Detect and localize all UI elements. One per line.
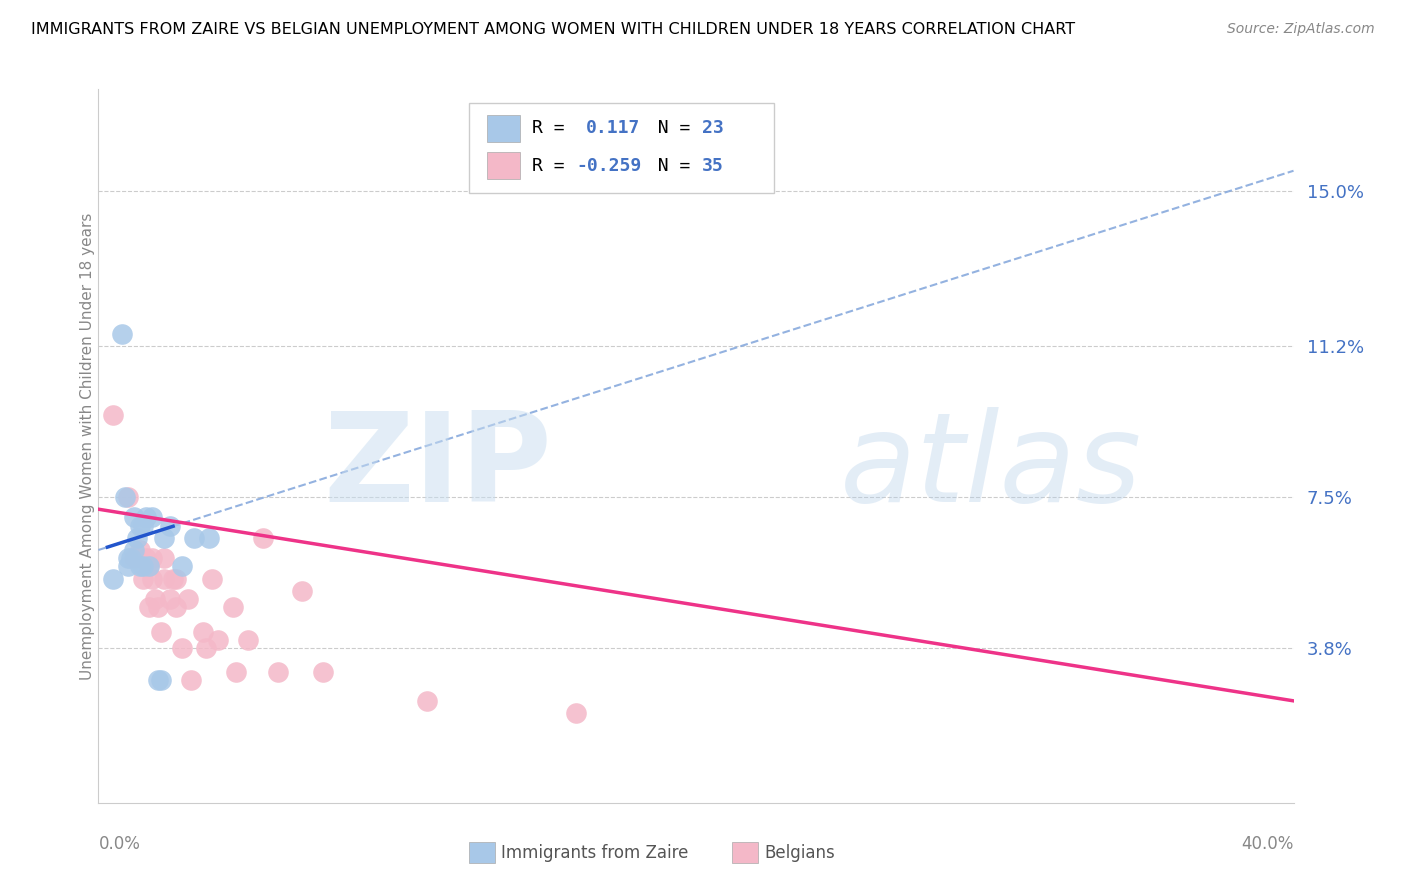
Point — [129, 559, 152, 574]
Point — [111, 326, 134, 341]
Point — [207, 632, 229, 647]
Point — [141, 551, 163, 566]
Point — [138, 559, 160, 574]
Point — [127, 531, 149, 545]
Text: 35: 35 — [702, 157, 724, 175]
Point — [120, 551, 142, 566]
Point — [311, 665, 333, 680]
Point — [132, 518, 155, 533]
Point — [222, 600, 245, 615]
Point — [124, 510, 146, 524]
Bar — [470, 842, 495, 863]
Point — [148, 600, 170, 615]
Point — [150, 673, 173, 688]
Text: 40.0%: 40.0% — [1241, 836, 1294, 854]
Point — [132, 559, 155, 574]
Text: N =: N = — [637, 157, 702, 175]
Point — [150, 624, 173, 639]
Point — [124, 551, 146, 566]
Point — [172, 640, 194, 655]
Text: N =: N = — [637, 120, 702, 137]
Point — [225, 665, 247, 680]
Point — [141, 510, 163, 524]
Point — [162, 572, 184, 586]
Point — [153, 531, 176, 545]
Point — [103, 409, 125, 423]
Point — [143, 591, 166, 606]
Point — [165, 600, 187, 615]
Point — [172, 559, 194, 574]
Point — [165, 572, 187, 586]
Point — [291, 583, 314, 598]
Text: R =: R = — [533, 157, 575, 175]
Y-axis label: Unemployment Among Women with Children Under 18 years: Unemployment Among Women with Children U… — [80, 212, 94, 680]
Point — [198, 531, 221, 545]
Point — [117, 490, 139, 504]
Point — [177, 591, 200, 606]
Text: R =: R = — [533, 120, 586, 137]
Point — [148, 673, 170, 688]
Text: Source: ZipAtlas.com: Source: ZipAtlas.com — [1227, 22, 1375, 37]
Point — [252, 531, 274, 545]
Point — [236, 632, 259, 647]
Text: 0.117: 0.117 — [586, 120, 640, 137]
Point — [159, 518, 181, 533]
Point — [129, 543, 152, 558]
Point — [132, 572, 155, 586]
Text: 23: 23 — [702, 120, 724, 137]
Point — [180, 673, 202, 688]
Point — [195, 640, 218, 655]
Point — [114, 490, 136, 504]
Point — [141, 572, 163, 586]
Point — [129, 518, 152, 533]
FancyBboxPatch shape — [470, 103, 773, 193]
Text: IMMIGRANTS FROM ZAIRE VS BELGIAN UNEMPLOYMENT AMONG WOMEN WITH CHILDREN UNDER 18: IMMIGRANTS FROM ZAIRE VS BELGIAN UNEMPLO… — [31, 22, 1076, 37]
Point — [138, 559, 160, 574]
Point — [124, 543, 146, 558]
Text: Immigrants from Zaire: Immigrants from Zaire — [501, 844, 689, 862]
Bar — [486, 152, 520, 179]
Point — [117, 551, 139, 566]
Point — [183, 531, 205, 545]
Point — [267, 665, 290, 680]
Text: atlas: atlas — [839, 407, 1142, 528]
Bar — [733, 842, 758, 863]
Text: 0.0%: 0.0% — [98, 836, 141, 854]
Point — [135, 551, 157, 566]
Text: ZIP: ZIP — [323, 407, 553, 528]
Point — [159, 591, 181, 606]
Point — [135, 510, 157, 524]
Bar — [486, 115, 520, 142]
Point — [153, 572, 176, 586]
Point — [138, 600, 160, 615]
Point — [103, 572, 125, 586]
Point — [565, 706, 588, 720]
Point — [416, 694, 439, 708]
Point — [153, 551, 176, 566]
Text: Belgians: Belgians — [763, 844, 835, 862]
Point — [201, 572, 224, 586]
Text: -0.259: -0.259 — [576, 157, 641, 175]
Point — [191, 624, 214, 639]
Point — [117, 559, 139, 574]
